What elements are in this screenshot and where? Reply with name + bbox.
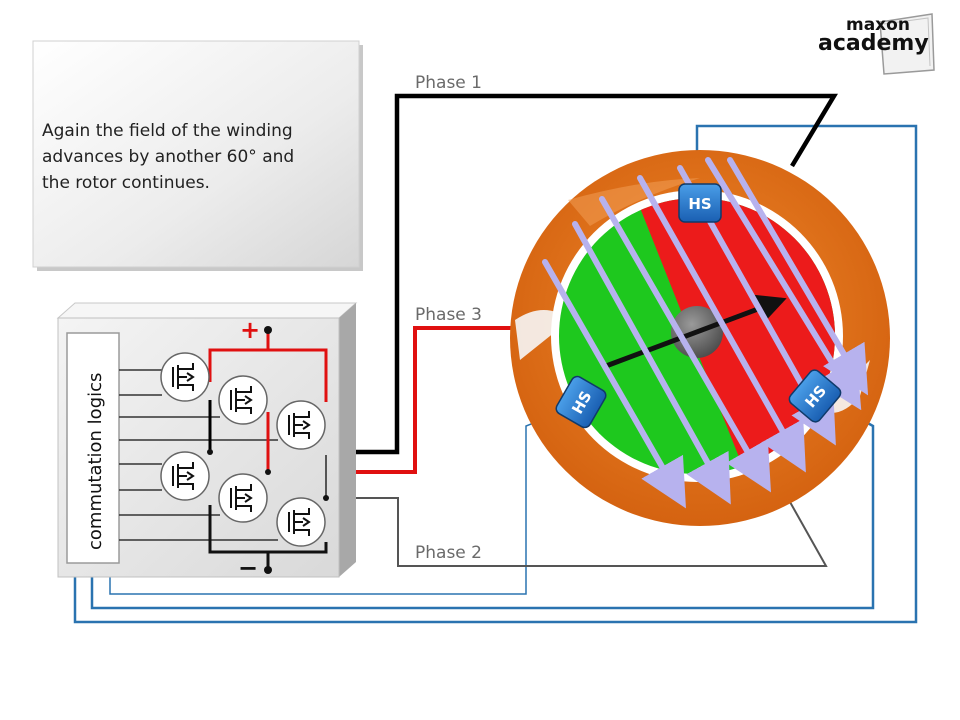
phase-3-label: Phase 3 bbox=[415, 305, 482, 325]
phase-2-wire bbox=[326, 497, 828, 567]
note-line-2: advances by another 60° and bbox=[42, 147, 294, 167]
mosfet-high-2 bbox=[218, 375, 268, 425]
note-line-1: Again the field of the winding bbox=[42, 121, 293, 141]
motor bbox=[510, 150, 890, 526]
mosfet-low-2 bbox=[218, 473, 268, 523]
plus-sign: + bbox=[240, 316, 260, 344]
minus-sign: − bbox=[238, 554, 258, 582]
gate-lines bbox=[119, 369, 278, 541]
positive-bus bbox=[208, 332, 270, 382]
commutation-logic-block bbox=[66, 332, 120, 564]
phase-2-label: Phase 2 bbox=[415, 543, 482, 563]
note-panel: Again the field of the winding advances … bbox=[32, 40, 363, 271]
mosfet-high-3 bbox=[276, 400, 326, 450]
commutation-logic-label: commutation logics bbox=[85, 373, 106, 550]
power-electronics-box: commutation logics + − bbox=[56, 302, 358, 582]
hall-sensor-top: HS bbox=[678, 183, 722, 223]
mosfet-low-1 bbox=[160, 451, 210, 501]
hall-sensor-top-label: HS bbox=[688, 195, 711, 213]
logo-academy: academy bbox=[818, 31, 929, 56]
mosfet-low-3 bbox=[276, 497, 326, 547]
hall-sensor-left: HS bbox=[555, 375, 607, 429]
logo-maxon: maxon bbox=[846, 15, 910, 35]
note-line-3: the rotor continues. bbox=[42, 173, 210, 193]
maxon-academy-logo: maxon academy bbox=[818, 13, 935, 75]
phase-1-label: Phase 1 bbox=[415, 73, 482, 93]
mosfet-high-1 bbox=[160, 352, 210, 402]
rotor-field-arrow bbox=[605, 294, 787, 369]
hall-sensor-right: HS bbox=[788, 369, 842, 423]
